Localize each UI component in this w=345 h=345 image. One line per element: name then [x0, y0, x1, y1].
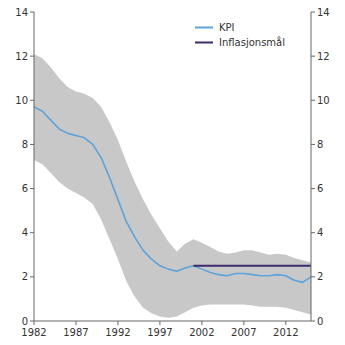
- x-tick-label: 1987: [63, 327, 88, 338]
- y2-tick-label: 4: [317, 227, 323, 238]
- y2-tick: [311, 188, 315, 189]
- y2-tick-label: 6: [317, 183, 323, 194]
- x-tick: [117, 321, 118, 325]
- x-tick: [201, 321, 202, 325]
- axes: 1982 1987 1992 1997 2002 2007 2012 0 2 4 6 8 10 12 14 0…: [15, 7, 329, 339]
- y-tick: [30, 100, 34, 101]
- y2-tick-label: 0: [317, 316, 323, 327]
- y-tick-label: 0: [22, 316, 28, 327]
- legend-swatch: [195, 42, 213, 44]
- y2-tick-label: 8: [317, 139, 323, 150]
- x-tick-label: 2007: [231, 327, 256, 338]
- y2-tick: [311, 144, 315, 145]
- series-line: [193, 265, 311, 267]
- band: [34, 54, 311, 318]
- data: [34, 54, 311, 318]
- y2-tick: [311, 56, 315, 57]
- y-tick-label: 2: [22, 271, 28, 282]
- y2-tick: [311, 276, 315, 277]
- y-tick-label: 12: [15, 51, 28, 62]
- y2-axis-line: [311, 12, 312, 321]
- y2-tick: [311, 100, 315, 101]
- x-tick: [34, 321, 35, 325]
- y-tick: [30, 12, 34, 13]
- x-tick-label: 2002: [189, 327, 214, 338]
- x-tick: [243, 321, 244, 325]
- legend-label: Inflasjonsmål: [219, 36, 285, 48]
- y2-tick-label: 10: [317, 95, 330, 106]
- page: {"chart_data": { "type": "line", "x": [1…: [0, 0, 345, 345]
- legend-swatch: [195, 27, 213, 29]
- y-tick-label: 6: [22, 183, 28, 194]
- y-tick: [30, 56, 34, 57]
- x-tick-label: 1997: [147, 327, 172, 338]
- y2-tick: [311, 12, 315, 13]
- y-tick-label: 10: [15, 95, 28, 106]
- y-tick: [30, 188, 34, 189]
- series-line: [34, 107, 311, 282]
- y-tick-label: 8: [22, 139, 28, 150]
- y2-tick: [311, 232, 315, 233]
- legend-label: KPI: [219, 22, 235, 33]
- y-tick: [30, 232, 34, 233]
- x-tick-label: 1982: [21, 327, 46, 338]
- y-tick: [30, 144, 34, 145]
- y-tick-label: 4: [22, 227, 28, 238]
- legend: KPI Inflasjonsmål: [195, 22, 285, 48]
- y-tick: [30, 276, 34, 277]
- x-tick: [159, 321, 160, 325]
- x-tick-label: 1992: [105, 327, 130, 338]
- y-axis-line: [34, 12, 35, 321]
- y-tick: [30, 321, 34, 322]
- y2-tick-label: 14: [317, 7, 330, 18]
- x-tick: [75, 321, 76, 325]
- chart: 1982 1987 1992 1997 2002 2007 2012 0 2 4 6 8 10 12 14 0…: [0, 0, 345, 345]
- y-tick-label: 14: [15, 7, 28, 18]
- x-tick: [285, 321, 286, 325]
- y2-tick: [311, 321, 315, 322]
- x-tick-label: 2012: [273, 327, 298, 338]
- y2-tick-label: 12: [317, 51, 330, 62]
- y2-tick-label: 2: [317, 271, 323, 282]
